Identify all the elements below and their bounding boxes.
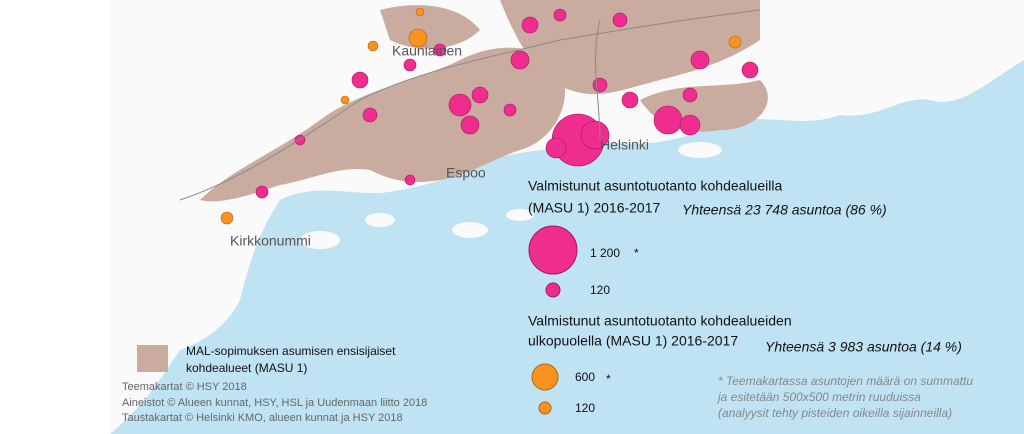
legend-star: * xyxy=(606,372,611,386)
footnote: (analyysit tehty pisteiden oikeilla sija… xyxy=(718,406,952,420)
legend-title: Valmistunut asuntotuotanto kohdealueiden xyxy=(528,313,792,329)
legend-size: 120 xyxy=(590,283,610,297)
inside-dots xyxy=(255,8,759,199)
credit: Aineistot © Alueen kunnat, HSY, HSL ja U… xyxy=(122,397,427,409)
legend-title: Valmistunut asuntotuotanto kohdealueilla xyxy=(528,178,782,194)
footnote: * Teemakartassa asuntojen määrä on summa… xyxy=(718,374,973,388)
legend-title: (MASU 1) 2016-2017 xyxy=(528,200,661,216)
legend-star: * xyxy=(634,246,639,260)
credit: Taustakartat © Helsinki KMO, alueen kunn… xyxy=(122,412,403,424)
legend-symbol xyxy=(538,401,552,415)
legend-area-symbol xyxy=(137,345,168,372)
legend-title: ulkopuolella (MASU 1) 2016-2017 xyxy=(528,333,738,349)
legend-area: kohdealueet (MASU 1) xyxy=(186,361,307,375)
footnote: ja esitetään 500x500 metrin ruuduissa xyxy=(716,390,921,404)
legend-symbol xyxy=(531,363,559,391)
outside-dots xyxy=(220,7,742,225)
legend-symbol xyxy=(545,282,561,298)
place-label: Kauniainen xyxy=(392,43,462,59)
legend-size: 600 xyxy=(575,370,595,384)
place-label: Helsinki xyxy=(600,137,649,153)
legend-total: Yhteensä 23 748 asuntoa (86 %) xyxy=(682,202,887,218)
legend-total: Yhteensä 3 983 asuntoa (14 %) xyxy=(765,339,962,355)
target-areas xyxy=(200,0,768,202)
legend-area: MAL-sopimuksen asumisen ensisijaiset xyxy=(186,344,396,358)
place-label: Kirkkonummi xyxy=(230,233,311,249)
islands xyxy=(300,142,722,249)
legend-size: 120 xyxy=(575,401,595,415)
legend-size: 1 200 xyxy=(590,246,620,260)
place-label: Espoo xyxy=(446,165,486,181)
legend-symbol xyxy=(528,225,578,275)
credit: Teemakartat © HSY 2018 xyxy=(122,381,247,393)
roads xyxy=(179,9,761,201)
